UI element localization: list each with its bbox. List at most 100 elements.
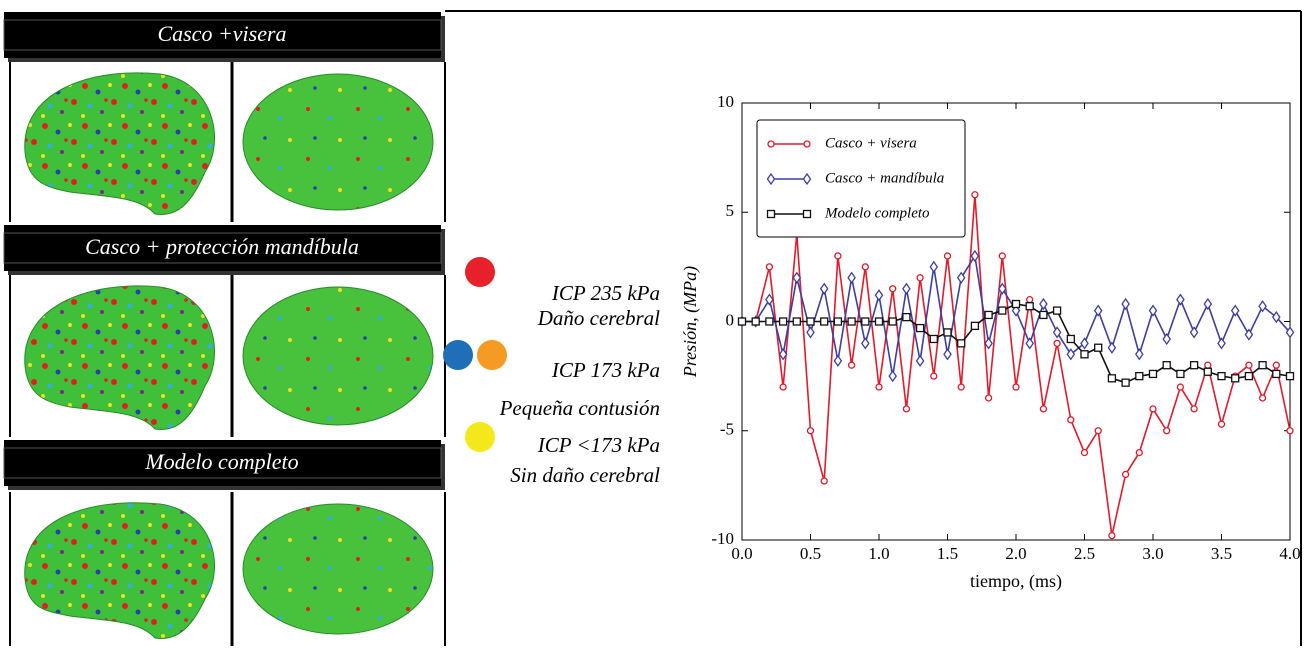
marker <box>1135 348 1144 361</box>
marker <box>1107 374 1117 383</box>
marker <box>1258 394 1267 402</box>
marker <box>1012 383 1020 391</box>
x-tick-label: 2.5 <box>1074 544 1095 563</box>
legend-label: Casco + visera <box>825 135 917 151</box>
color-dot <box>465 257 495 287</box>
marker <box>1190 405 1198 413</box>
marker <box>957 339 966 348</box>
marker <box>1121 297 1130 311</box>
marker <box>1245 361 1253 369</box>
marker <box>765 263 774 271</box>
marker <box>1066 348 1076 361</box>
chart: -10 -5 0 5 10 0.0 0.5 1.0 1.5 2.0 2.5 3.0 3.5 4.0 tiem… <box>680 92 1301 592</box>
header-line <box>3 19 442 51</box>
marker <box>971 191 979 199</box>
marker <box>847 361 856 369</box>
marker <box>1176 369 1185 379</box>
marker <box>820 317 829 326</box>
x-tick-label: 1.5 <box>937 544 958 563</box>
marker <box>1162 332 1171 346</box>
marker <box>1108 531 1116 540</box>
marker <box>956 271 966 284</box>
marker <box>792 271 802 284</box>
brain-image <box>242 503 434 635</box>
marker <box>1135 448 1143 457</box>
marker <box>998 282 1007 295</box>
x-axis-label: tiempo, (ms) <box>970 571 1062 592</box>
marker <box>1203 297 1213 311</box>
legend-box <box>756 119 966 238</box>
color-dot <box>443 340 473 370</box>
damage-description: Pequeña contusión <box>499 396 660 420</box>
marker <box>803 140 811 148</box>
marker <box>1189 326 1199 339</box>
marker <box>802 209 812 219</box>
marker <box>1217 371 1226 381</box>
marker <box>1080 337 1089 350</box>
marker <box>834 252 842 260</box>
marker <box>915 354 925 367</box>
marker <box>1203 367 1212 376</box>
marker <box>889 285 897 293</box>
marker <box>1204 361 1212 369</box>
marker <box>1272 369 1281 379</box>
marker <box>1244 328 1254 341</box>
marker <box>875 383 883 391</box>
x-tick-label: 4.0 <box>1279 544 1300 563</box>
marker <box>806 326 815 339</box>
marker <box>1066 334 1075 344</box>
marker <box>984 394 993 402</box>
marker <box>833 317 843 326</box>
panel-title: Casco +visera <box>157 21 286 46</box>
marker <box>1025 337 1034 350</box>
marker <box>1231 374 1240 383</box>
marker <box>888 317 897 326</box>
marker <box>1039 310 1048 320</box>
marker <box>1217 337 1226 350</box>
brain-panels: Casco +visera Casco + protección mandíbul… <box>3 12 446 646</box>
marker <box>766 172 776 186</box>
damage-label: ICP 235 kPa <box>551 281 660 305</box>
marker <box>802 172 812 186</box>
marker <box>970 321 980 331</box>
damage-label: ICP <173 kPa <box>537 433 660 457</box>
y-axis-label: Presión, (MPa) <box>680 266 701 378</box>
y-tick-label: -5 <box>720 420 734 439</box>
marker <box>1149 405 1157 413</box>
x-tick-label: 1.0 <box>868 544 889 563</box>
marker <box>915 323 925 333</box>
y-tick-label: -10 <box>711 529 734 548</box>
marker <box>751 317 760 326</box>
marker <box>1285 326 1295 339</box>
x-tick-label: 3.0 <box>1142 544 1163 563</box>
marker <box>943 348 952 361</box>
marker <box>1026 295 1034 304</box>
marker <box>943 328 952 337</box>
marker <box>998 252 1006 260</box>
marker <box>957 383 965 391</box>
marker <box>902 282 911 295</box>
marker <box>1285 371 1295 381</box>
marker <box>861 263 869 271</box>
damage-description: Daño cerebral <box>537 306 660 330</box>
y-tick-label: 5 <box>726 201 735 220</box>
x-tick-label: 2.0 <box>1005 544 1026 563</box>
marker <box>929 334 938 344</box>
marker <box>1052 306 1062 315</box>
marker <box>1258 361 1267 370</box>
marker <box>874 317 884 326</box>
marker <box>1121 470 1130 479</box>
marker <box>820 477 828 485</box>
brain-image <box>24 72 216 216</box>
marker <box>778 348 788 361</box>
x-tick-label: 3.5 <box>1211 544 1232 563</box>
color-dot <box>465 422 495 452</box>
marker <box>902 405 911 413</box>
marker <box>1244 371 1254 381</box>
marker <box>888 369 897 383</box>
marker <box>765 317 774 326</box>
marker <box>943 252 952 260</box>
marker <box>1094 343 1103 352</box>
damage-description: Sin daño cerebral <box>510 463 660 487</box>
